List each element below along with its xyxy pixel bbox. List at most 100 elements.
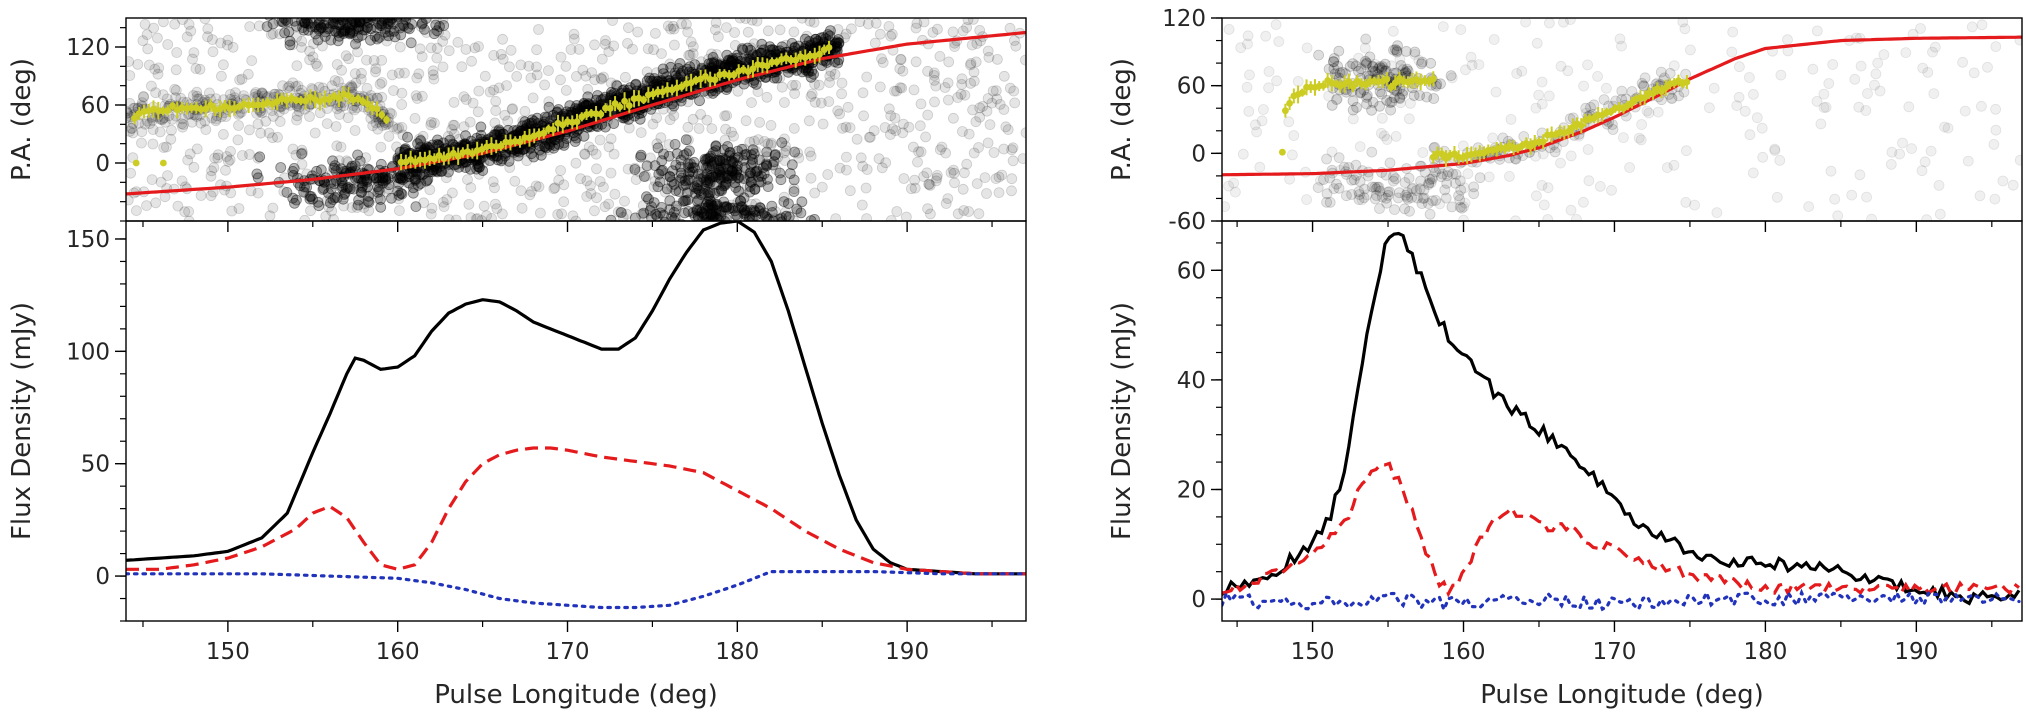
pa-background-point: [833, 38, 845, 49]
pa-background-point: [496, 208, 508, 220]
pa-background-point: [1982, 61, 1993, 73]
pa-background-point: [424, 184, 436, 196]
pa-background-point: [326, 205, 338, 217]
pa-background-point: [411, 93, 423, 104]
pa-data-point: [1539, 138, 1547, 146]
pa-background-point: [583, 141, 595, 153]
pa-background-point: [217, 59, 229, 71]
pa-background-point: [1360, 33, 1372, 45]
ytick-label: -60: [1168, 209, 1206, 235]
pa-background-point: [326, 18, 333, 19]
pa-background-point: [780, 39, 792, 51]
pa-background-point: [730, 182, 742, 194]
pa-background-point: [399, 6, 409, 16]
pa-background-point: [668, 110, 680, 121]
pa-background-point: [1928, 88, 1940, 99]
xtick-label: 150: [206, 639, 250, 665]
pa-background-point: [555, 74, 566, 86]
pa-background-point: [984, 119, 996, 130]
pa-background-point: [323, 18, 335, 29]
pa-background-point: [578, 97, 590, 109]
pa-background-point: [1462, 168, 1474, 180]
pa-background-point: [1389, 204, 1400, 216]
pa-background-point: [367, 188, 379, 200]
pa-background-point: [1230, 186, 1241, 198]
pa-background-point: [805, 150, 817, 162]
pa-background-point: [809, 96, 821, 108]
pa-background-point: [809, 187, 821, 199]
pa-background-point: [629, 164, 641, 175]
pa-background-point: [623, 22, 634, 34]
pa-background-point: [212, 149, 224, 161]
pa-background-point: [331, 59, 343, 70]
pa-background-point: [260, 115, 272, 127]
pa-background-point: [1757, 151, 1769, 163]
pa-background-point: [903, 121, 915, 133]
pa-background-point: [725, 155, 737, 167]
pa-background-point: [363, 205, 375, 217]
pa-background-point: [437, 196, 449, 208]
pa-background-point: [1544, 18, 1555, 29]
pa-data-point: [1282, 107, 1289, 115]
pa-background-point: [300, 18, 304, 19]
pa-background-point: [530, 180, 542, 192]
left-pa-yticks: 0 60 120: [66, 27, 126, 222]
pa-background-point: [752, 86, 764, 97]
pa-background-point: [339, 27, 351, 39]
pa-background-point: [233, 203, 245, 214]
pa-background-point: [466, 55, 478, 67]
pa-background-point: [752, 134, 764, 146]
pa-background-point: [858, 110, 869, 122]
pa-background-point: [796, 196, 808, 208]
pa-background-point: [184, 148, 196, 160]
pa-background-point: [621, 208, 633, 220]
pa-background-point: [940, 147, 951, 159]
pa-background-point: [1542, 182, 1554, 194]
pa-background-point: [192, 93, 204, 105]
pa-background-point: [340, 0, 350, 10]
pa-background-point: [331, 5, 341, 15]
pa-background-point: [497, 53, 509, 65]
pa-background-point: [968, 75, 980, 87]
pa-background-point: [612, 206, 624, 218]
pa-background-point: [927, 27, 939, 38]
pa-background-point: [353, 6, 363, 16]
pa-background-point: [770, 206, 781, 218]
pa-background-point: [420, 6, 430, 16]
pa-background-point: [687, 113, 699, 125]
pa-background-point: [355, 67, 367, 79]
pa-data-point: [1429, 75, 1437, 83]
pa-data-point: [616, 103, 624, 111]
pa-background-point: [354, 20, 366, 32]
pa-background-point: [1990, 124, 2002, 136]
pa-background-point: [885, 30, 897, 42]
pa-background-point: [317, 82, 329, 94]
pa-background-point: [677, 65, 689, 77]
pa-background-point: [448, 119, 460, 131]
pa-background-point: [1381, 134, 1393, 145]
pa-background-point: [816, 181, 828, 193]
pa-background-point: [543, 65, 554, 76]
pa-background-point: [2014, 154, 2022, 166]
pa-background-point: [780, 140, 791, 152]
pa-background-point: [175, 92, 187, 104]
right-chart: -60 0 60 120 P.A. (deg) 0 20 40 60 150 160 170 18…: [1107, 6, 2023, 710]
pa-background-point: [352, 149, 364, 161]
pa-background-point: [568, 33, 580, 45]
pa-background-point: [959, 167, 970, 179]
pa-background-point: [575, 173, 586, 185]
pa-background-point: [836, 88, 847, 100]
pa-background-point: [793, 152, 805, 164]
pa-background-point: [596, 73, 607, 85]
pa-background-point: [591, 192, 602, 204]
pa-background-point: [421, 5, 431, 15]
pa-background-point: [710, 24, 721, 36]
pa-background-point: [472, 106, 484, 118]
ytick-label: 0: [1191, 141, 1206, 167]
pa-background-point: [458, 91, 470, 102]
pa-background-point: [185, 25, 197, 37]
pa-background-point: [928, 70, 940, 81]
pa-background-point: [913, 146, 924, 158]
pa-background-point: [222, 156, 234, 167]
